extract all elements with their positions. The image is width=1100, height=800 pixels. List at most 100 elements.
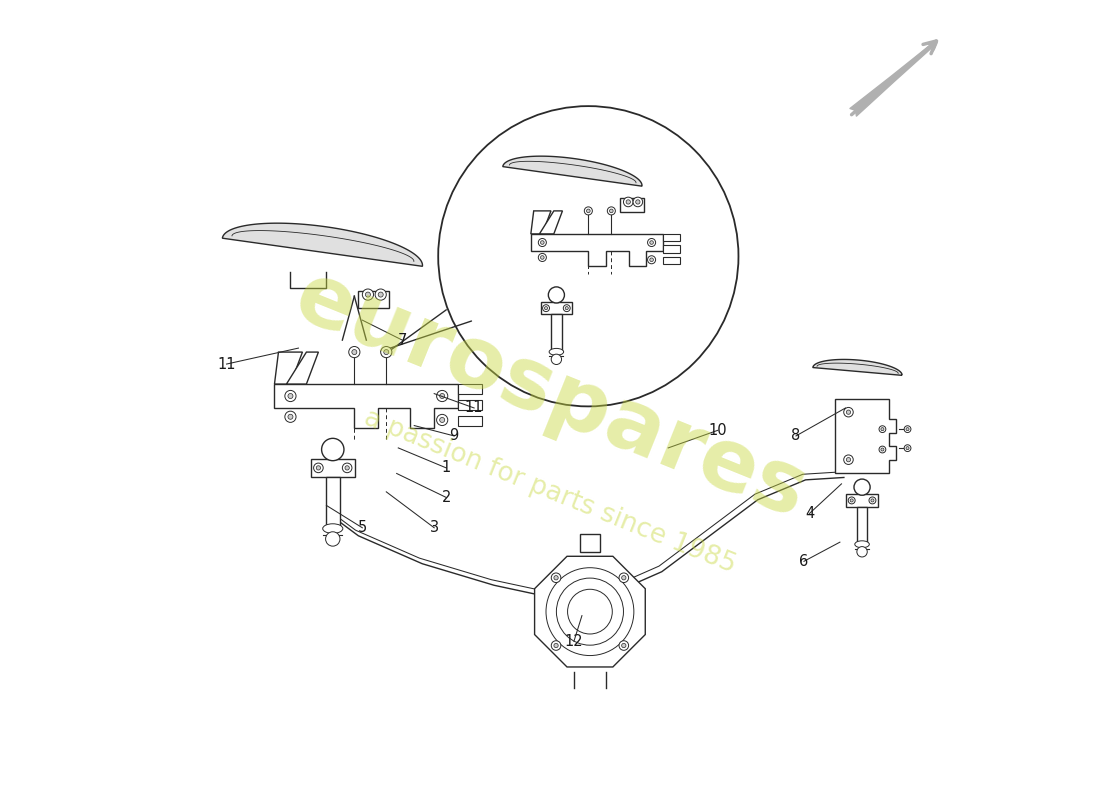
Circle shape	[548, 287, 564, 303]
Circle shape	[326, 532, 340, 546]
Circle shape	[538, 254, 547, 262]
Circle shape	[544, 306, 548, 310]
Text: 4: 4	[805, 506, 814, 521]
Bar	[311, 459, 354, 477]
Circle shape	[609, 209, 613, 213]
Ellipse shape	[855, 541, 869, 548]
Text: 7: 7	[397, 333, 407, 348]
Circle shape	[554, 575, 558, 580]
Circle shape	[384, 350, 388, 354]
Polygon shape	[535, 556, 646, 667]
Circle shape	[345, 466, 350, 470]
Polygon shape	[459, 400, 482, 410]
Polygon shape	[275, 352, 302, 384]
Circle shape	[869, 497, 876, 504]
Circle shape	[288, 414, 293, 419]
Circle shape	[540, 256, 544, 259]
Polygon shape	[503, 156, 642, 186]
Polygon shape	[663, 234, 680, 242]
Circle shape	[904, 445, 911, 451]
Text: 10: 10	[708, 423, 727, 438]
Circle shape	[586, 209, 590, 213]
Circle shape	[565, 306, 569, 310]
Polygon shape	[531, 211, 551, 234]
Circle shape	[854, 479, 870, 495]
Text: 6: 6	[800, 554, 808, 569]
Text: a passion for parts since 1985: a passion for parts since 1985	[360, 405, 740, 578]
Circle shape	[857, 546, 867, 557]
Circle shape	[879, 426, 886, 433]
Circle shape	[440, 418, 444, 422]
Circle shape	[844, 407, 854, 417]
Circle shape	[362, 289, 374, 300]
Circle shape	[846, 410, 850, 414]
Circle shape	[538, 238, 547, 246]
Circle shape	[542, 305, 550, 312]
Circle shape	[437, 414, 448, 426]
Text: 2: 2	[441, 490, 451, 505]
Polygon shape	[222, 223, 422, 266]
Text: 12: 12	[564, 634, 583, 649]
Text: 11: 11	[465, 401, 483, 415]
Polygon shape	[459, 416, 482, 426]
Circle shape	[288, 394, 293, 398]
Circle shape	[607, 207, 615, 215]
Bar	[846, 494, 878, 506]
Text: 9: 9	[450, 429, 459, 443]
Circle shape	[906, 446, 909, 450]
Circle shape	[621, 575, 626, 580]
Circle shape	[352, 350, 356, 354]
Circle shape	[540, 241, 544, 244]
Circle shape	[619, 641, 628, 650]
Circle shape	[624, 197, 634, 206]
Circle shape	[437, 390, 448, 402]
Bar	[620, 198, 645, 212]
Circle shape	[881, 448, 884, 451]
Circle shape	[342, 463, 352, 473]
Circle shape	[850, 499, 854, 502]
Ellipse shape	[322, 524, 343, 534]
Bar	[359, 290, 388, 308]
Bar	[551, 314, 562, 352]
Polygon shape	[663, 246, 680, 253]
Polygon shape	[835, 398, 896, 474]
Circle shape	[551, 354, 562, 365]
Circle shape	[554, 643, 558, 648]
Circle shape	[648, 256, 656, 264]
Circle shape	[906, 428, 909, 430]
Text: 8: 8	[791, 429, 801, 443]
Polygon shape	[286, 352, 318, 384]
Circle shape	[634, 197, 642, 206]
Bar	[326, 477, 340, 529]
Circle shape	[621, 643, 626, 648]
Polygon shape	[459, 384, 482, 394]
Circle shape	[871, 499, 874, 502]
Circle shape	[438, 106, 738, 406]
Circle shape	[349, 346, 360, 358]
Circle shape	[285, 390, 296, 402]
Polygon shape	[663, 257, 680, 264]
Circle shape	[844, 455, 854, 465]
Polygon shape	[531, 234, 663, 266]
Ellipse shape	[549, 349, 563, 355]
Circle shape	[648, 238, 656, 246]
Circle shape	[848, 497, 855, 504]
Circle shape	[879, 446, 886, 453]
Circle shape	[563, 305, 570, 312]
Circle shape	[378, 292, 383, 297]
Polygon shape	[813, 359, 902, 375]
Circle shape	[650, 258, 653, 262]
Circle shape	[619, 573, 628, 582]
Circle shape	[314, 463, 323, 473]
Circle shape	[365, 292, 371, 297]
Circle shape	[375, 289, 386, 300]
Circle shape	[846, 458, 850, 462]
Polygon shape	[539, 211, 562, 234]
Circle shape	[881, 428, 884, 430]
Text: 5: 5	[358, 520, 367, 535]
Circle shape	[650, 241, 653, 244]
Text: 3: 3	[430, 520, 439, 535]
Circle shape	[551, 573, 561, 582]
Circle shape	[584, 207, 593, 215]
Circle shape	[626, 200, 630, 204]
